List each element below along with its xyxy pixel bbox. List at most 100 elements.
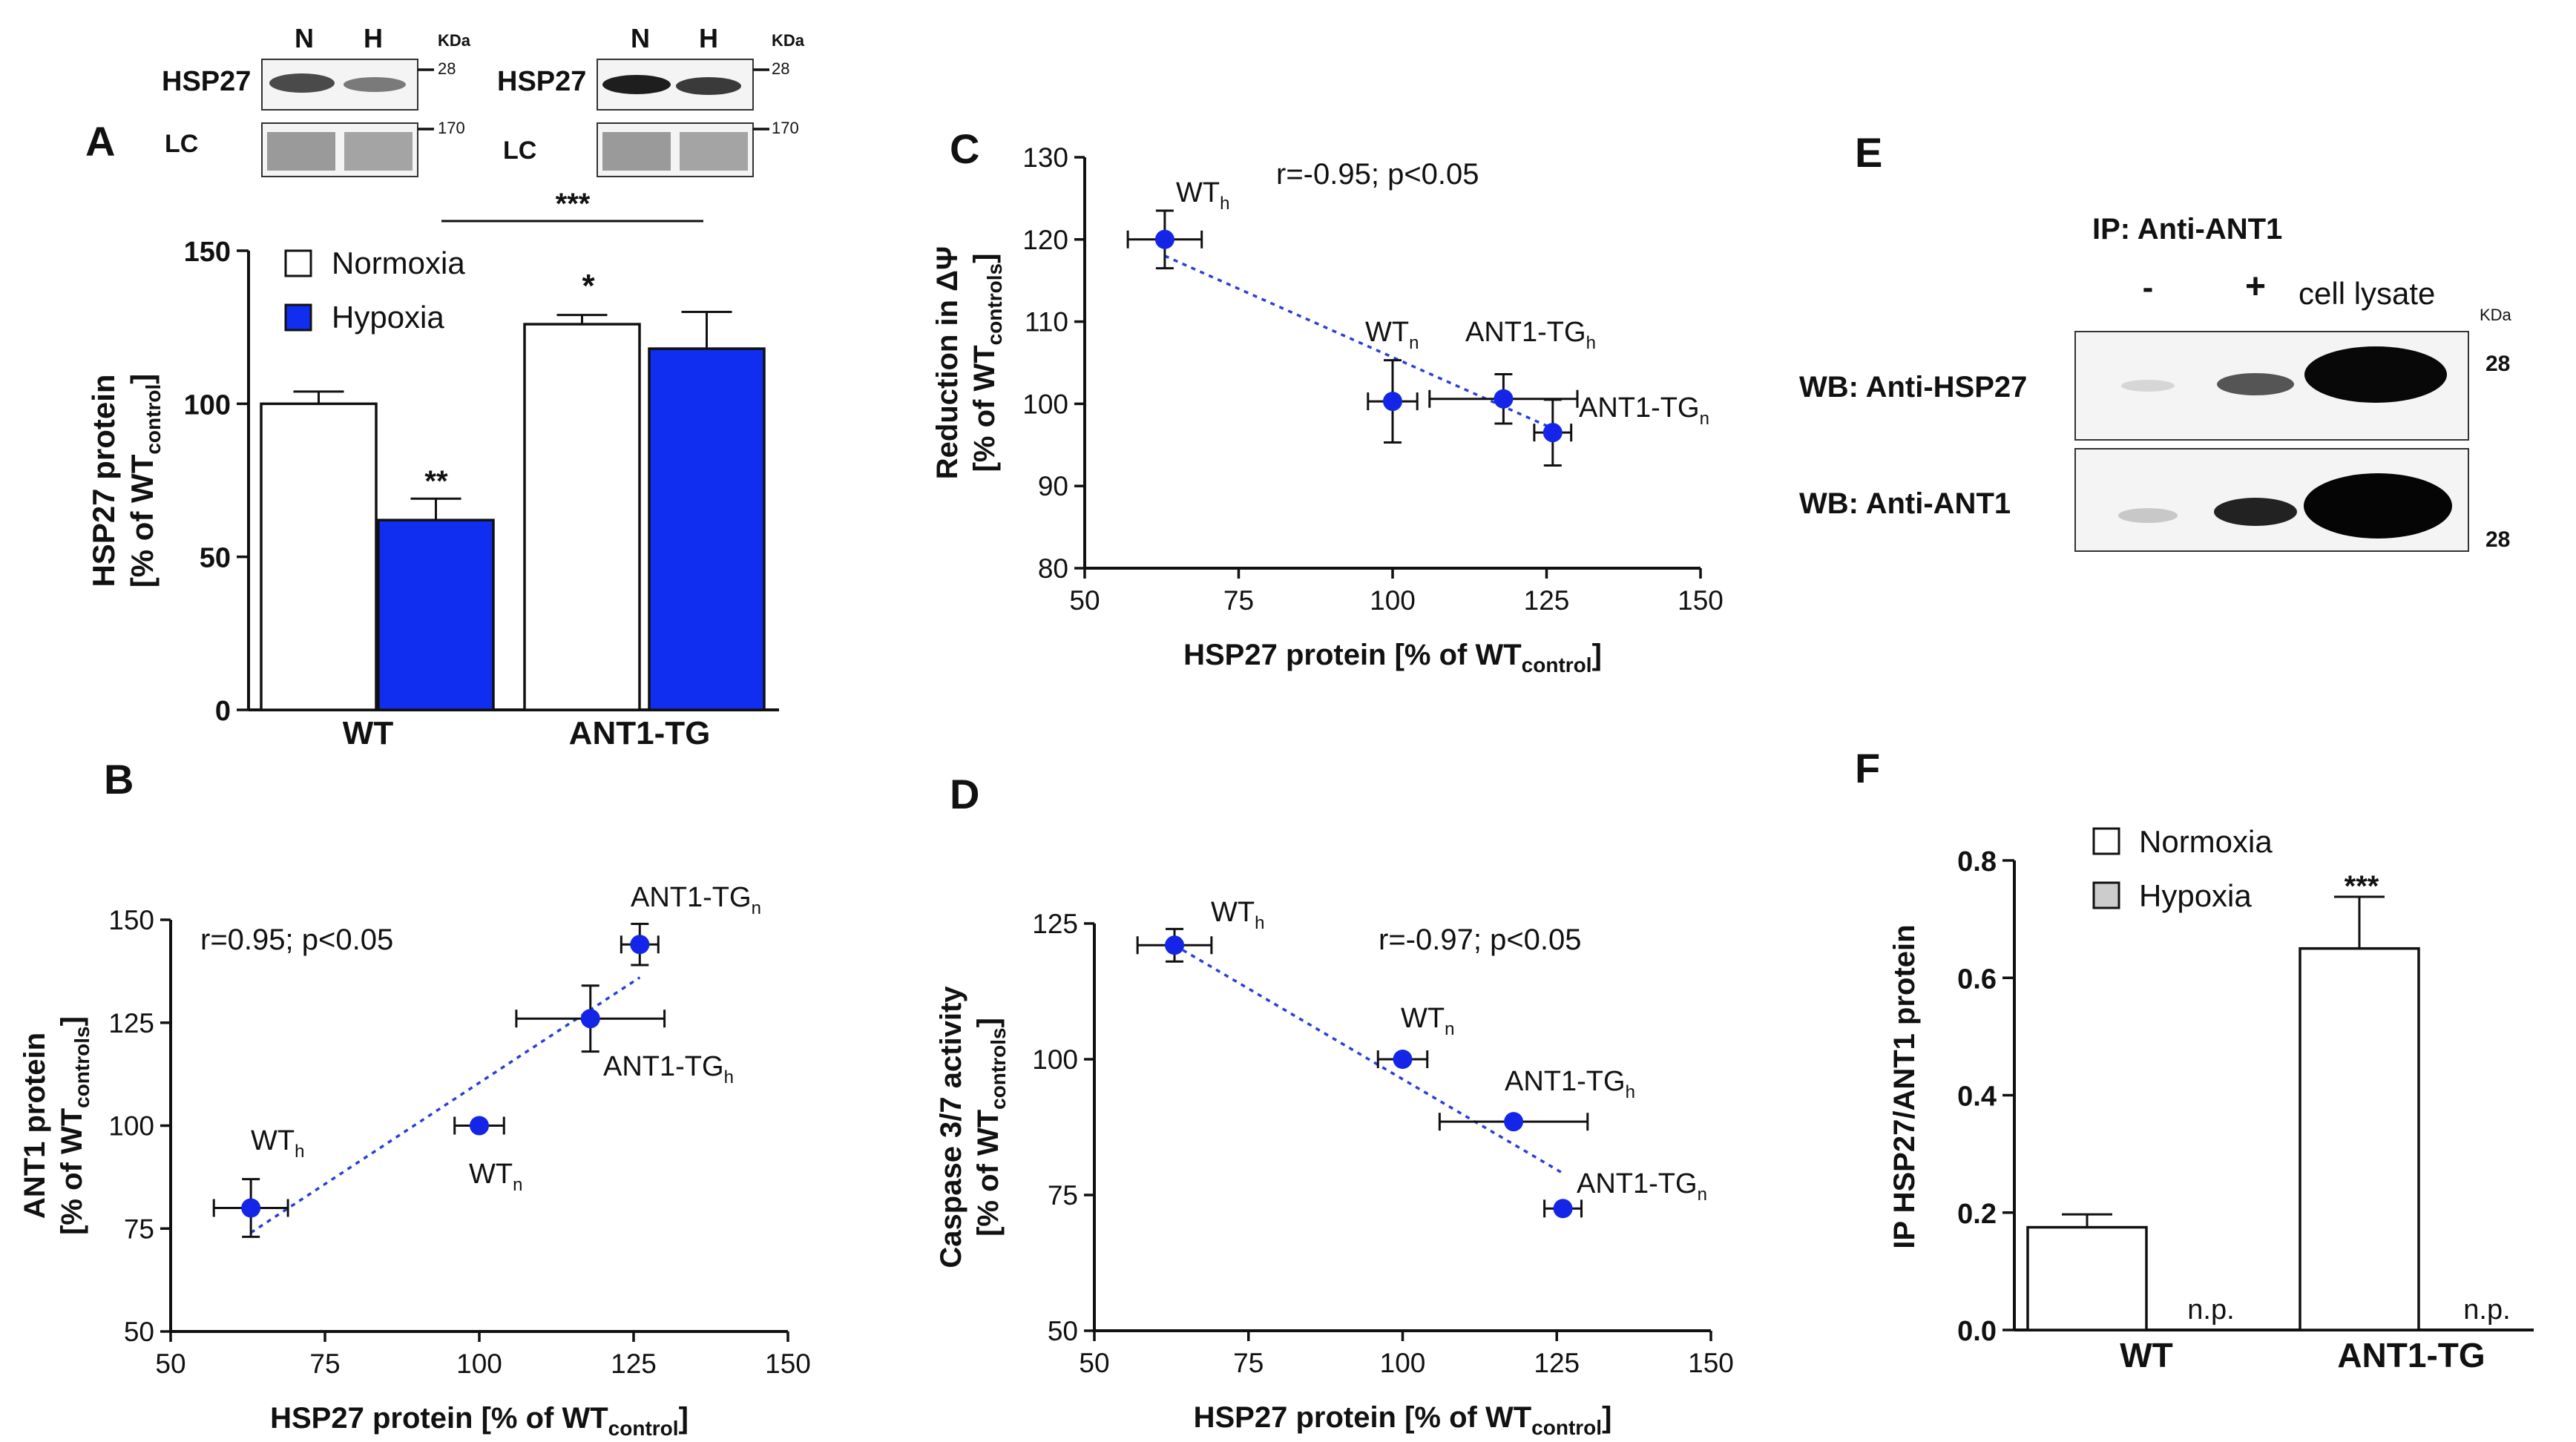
blot-a-left-hsp27 [261,59,418,111]
y-tick-label: 125 [1032,909,1078,939]
blot-a-right-hsp27-label: HSP27 [497,66,586,97]
mw-28-right: 28 [772,59,789,78]
point-marker [580,1009,600,1029]
data-point-wt-h: WTh [1126,177,1229,270]
y-tick-label: 0.8 [1957,846,1997,878]
y-tick-label: 0 [215,696,231,727]
blot-a-left-lc-label: LC [165,130,198,158]
bar-normoxia-wt [260,402,378,711]
blot-a-left-col-h: H [364,23,383,53]
point-marker [1154,229,1174,249]
point-label: ANT1-TGn [1577,1168,1707,1205]
blot-a-left-lc [261,122,418,177]
correlation-stat: r=0.95; p<0.05 [200,924,393,956]
point-label: WTn [469,1159,522,1195]
y-tick-label: 125 [108,1008,154,1038]
y-tick-label: 110 [1025,307,1068,338]
point-marker [630,935,650,955]
y-axis-label-line1: Reduction in ΔΨ [931,246,964,479]
regression-line [1174,944,1564,1175]
point-label: WTh [1176,177,1229,214]
bar-hypoxia-wt [377,518,495,711]
legend-swatch-normoxia [284,249,312,277]
y-tick-label: 150 [108,905,154,935]
band-lc-normoxia [602,132,671,171]
significance-wt-hypoxia: ** [424,465,448,498]
x-tick-label: 125 [611,1349,657,1379]
subscript: control [1531,1416,1602,1439]
blot-e-kda: KDa [2480,306,2512,324]
subscript: controls [983,263,1006,345]
x-tick-label: 150 [1678,585,1724,616]
y-tick-label: 0.0 [1957,1316,1997,1347]
y-tick-label: 100 [184,389,231,421]
band-lc-hypoxia [344,132,413,171]
panel-label-f: F [1855,745,1880,791]
y-tick-label: 50 [200,543,231,574]
regression-line [1164,254,1554,430]
y-axis-label-line2: [% of WTcontrol] [125,374,165,588]
band-row2-lysate [2304,473,2452,539]
point-label: ANT1-TGn [1579,392,1709,429]
blot-a-right-kda: KDa [772,31,805,50]
blot-a-right-col-h: H [699,23,718,53]
mw-28-left: 28 [438,59,456,78]
point-label: WTn [1401,1003,1454,1039]
band-row2-plus [2214,498,2297,526]
data-point-wt-n: WTn [453,1116,522,1195]
panel-label-c: C [950,125,979,172]
bar-hypoxia-ant1-tg [648,347,766,711]
data-point-ant1-tg-h: ANT1-TGh [515,984,734,1087]
x-axis-label: HSP27 protein [% of WTcontrol] [1183,639,1602,676]
y-tick-label: 120 [1022,225,1068,255]
y-tick-label: 130 [1022,142,1068,173]
significance-tg-normoxia: *** [2345,870,2379,903]
point-marker [1165,935,1185,955]
x-tick-label: 100 [456,1349,502,1379]
x-tick-label: 50 [1069,585,1100,616]
mw-row2: 28 [2485,527,2510,552]
data-point-wt-n: WTn [1365,317,1419,444]
y-axis-label-line1: Caspase 3/7 activity [935,986,967,1268]
point-label: ANT1-TGh [1505,1066,1635,1102]
x-tick-label: 150 [765,1349,811,1379]
legend-label-hypoxia: Hypoxia [332,300,444,335]
legend-swatch-hypoxia [2092,881,2120,909]
y-tick-label: 90 [1038,471,1068,501]
band-hypoxia [676,77,741,95]
category-label-ant1-tg: ANT1-TG [2337,1336,2485,1374]
data-point-ant1-tg-n: ANT1-TGn [620,882,761,967]
chart-c: 80 90 100 110 120 130 50 75 100 125 150 WTh WTn ANT1-… [931,142,1724,676]
mw-170-left: 170 [438,119,465,137]
subscript: controls [987,1027,1010,1109]
blot-a-left-kda: KDa [438,31,471,50]
point-marker [1383,392,1402,412]
band-normoxia [269,73,335,93]
bar-normoxia-ant1-tg [2299,946,2420,1331]
legend-label-hypoxia: Hypoxia [2139,878,2252,913]
x-axis-label: HSP27 protein [% of WTcontrol] [270,1402,689,1440]
x-tick-label: 125 [1534,1348,1580,1378]
x-tick-label: 100 [1370,585,1416,616]
significance-bracket-label: *** [556,188,591,220]
blot-a-left-hsp27-label: HSP27 [162,66,251,97]
bar-normoxia-ant1-tg [523,323,641,711]
blot-e: IP: Anti-ANT1 - + cell lysate KDa WB: Anti-HS… [1799,213,2512,552]
category-label-ant1-tg: ANT1-TG [569,715,711,751]
y-axis-label-line1: HSP27 protein [86,374,121,587]
blot-a-left-col-n: N [295,23,314,53]
bar-normoxia-wt [2026,1225,2148,1331]
y-tick-label: 80 [1038,553,1068,584]
x-tick-label: 125 [1524,585,1570,616]
subscript: n [1409,333,1419,353]
y-tick-label: 75 [124,1214,154,1244]
subscript: h [1626,1082,1635,1102]
y-axis-label-line2: [% of WTcontrols] [972,1018,1010,1237]
point-label: WTh [251,1125,304,1162]
legend-label-normoxia: Normoxia [2139,824,2273,859]
y-axis-label-line2: [% of WTcontrols] [56,1016,93,1235]
x-tick-label: 150 [1688,1348,1734,1378]
y-tick-label: 75 [1048,1180,1078,1211]
blot-a-right-lc-label: LC [503,136,536,165]
data-point-ant1-tg-n: ANT1-TGn [1543,1168,1707,1219]
